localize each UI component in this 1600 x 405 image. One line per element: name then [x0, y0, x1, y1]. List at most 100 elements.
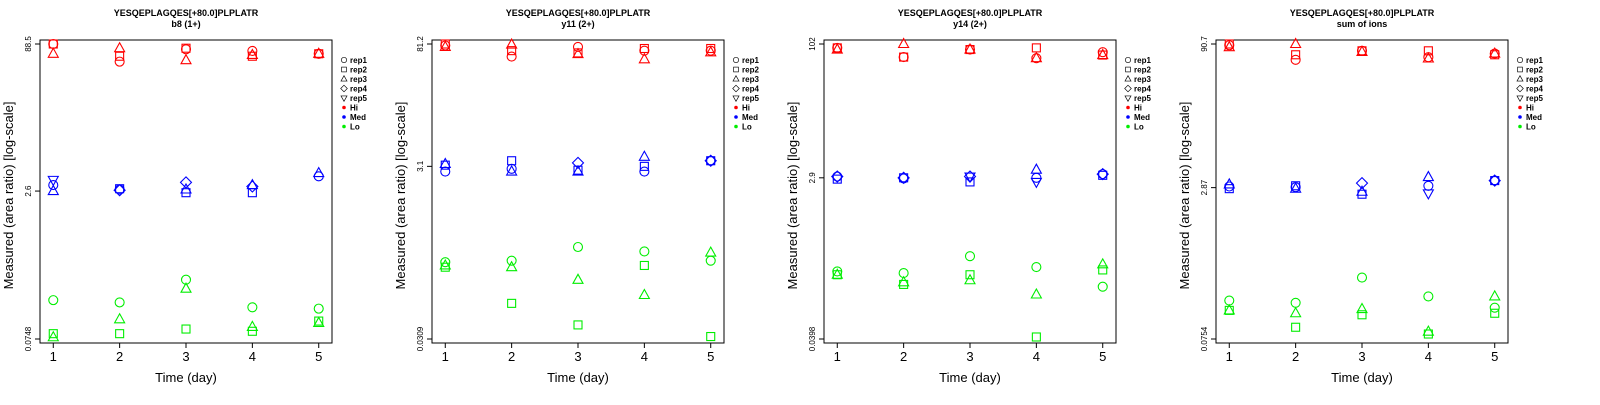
panel-title: YESQEPLAGQES[+80.0]PLPLATR — [1290, 8, 1435, 18]
data-point-hi — [1224, 39, 1234, 49]
legend-marker — [1516, 75, 1524, 82]
data-point-lo — [313, 303, 324, 314]
data-point-med — [899, 173, 909, 183]
legend-marker — [1517, 66, 1523, 73]
plot-frame — [39, 39, 333, 344]
data-point-med — [439, 157, 452, 169]
legend-marker — [1124, 84, 1132, 93]
data-point-med — [47, 184, 60, 196]
data-point-lo — [1356, 272, 1368, 283]
data-point-hi — [246, 48, 259, 60]
data-point-lo — [1423, 291, 1434, 302]
x-tick-label: 2 — [116, 349, 123, 364]
data-point-lo — [507, 298, 517, 308]
legend-label: Med — [742, 113, 758, 122]
legend-label: rep4 — [1134, 85, 1151, 94]
legend-marker — [1518, 105, 1522, 110]
y-tick-label: 2.6 — [24, 185, 33, 197]
legend-marker — [732, 84, 740, 93]
data-point-hi — [572, 41, 584, 53]
panel-title: YESQEPLAGQES[+80.0]PLPLATR — [898, 8, 1043, 18]
legend-marker — [1126, 115, 1130, 119]
data-point-hi — [439, 40, 452, 52]
panel-subtitle: y14 (2+) — [953, 19, 987, 29]
legend-label: Hi — [742, 104, 750, 113]
data-point-lo — [113, 312, 126, 324]
y-tick-label: 90.7 — [1200, 36, 1209, 52]
legend-label: rep5 — [350, 94, 367, 103]
legend-label: Lo — [1134, 123, 1144, 132]
legend-label: rep2 — [742, 66, 759, 75]
data-point-med — [830, 170, 844, 183]
legend-marker — [732, 56, 740, 64]
x-axis-label: Time (day) — [939, 370, 1001, 385]
data-point-hi — [506, 51, 517, 62]
data-point-med — [1224, 184, 1234, 194]
data-point-med — [113, 183, 126, 197]
legend-marker — [340, 56, 348, 64]
legend-label: rep5 — [1134, 94, 1151, 103]
data-point-med — [180, 182, 192, 194]
y-tick-label: 2.87 — [1200, 179, 1209, 195]
legend-marker — [1124, 75, 1132, 82]
data-point-lo — [1030, 287, 1043, 299]
x-tick-label: 5 — [1491, 349, 1498, 364]
data-point-lo — [964, 273, 976, 285]
legend-marker — [341, 66, 347, 73]
legend-marker — [734, 105, 738, 110]
legend-marker — [734, 115, 738, 119]
legend-label: Lo — [350, 123, 360, 132]
data-point-med — [1488, 174, 1502, 187]
x-tick-label: 4 — [1425, 349, 1432, 364]
data-point-med — [832, 171, 843, 182]
legend-label: rep1 — [742, 56, 759, 65]
data-point-hi — [897, 37, 910, 49]
data-point-lo — [639, 246, 650, 257]
x-tick-label: 3 — [966, 349, 973, 364]
legend-marker — [342, 115, 346, 119]
data-point-med — [1489, 175, 1500, 186]
data-point-lo — [964, 251, 976, 262]
data-point-lo — [1289, 306, 1302, 318]
data-point-lo — [247, 302, 258, 313]
data-point-lo — [638, 288, 651, 300]
legend-marker — [342, 105, 346, 110]
legend-marker — [734, 124, 738, 129]
data-point-hi — [114, 56, 125, 67]
data-point-hi — [638, 52, 651, 64]
y-tick-label: 0.0309 — [416, 326, 425, 351]
legend-marker — [340, 84, 348, 93]
data-point-hi — [505, 37, 518, 49]
data-point-lo — [965, 270, 975, 280]
panel-title: YESQEPLAGQES[+80.0]PLPLATR — [114, 8, 259, 18]
data-point-lo — [1097, 281, 1108, 292]
legend-label: rep4 — [350, 85, 367, 94]
data-point-lo — [572, 273, 584, 284]
data-point-lo — [1356, 302, 1368, 314]
y-axis-label: Measured (area ratio) [log-scale] — [1177, 102, 1192, 290]
plot-frame — [1215, 39, 1509, 344]
legend-label: rep2 — [350, 66, 367, 75]
data-point-med — [1289, 182, 1302, 193]
data-point-med — [179, 176, 193, 189]
legend-label: rep1 — [350, 56, 367, 65]
data-point-med — [639, 161, 649, 171]
data-point-lo — [1098, 265, 1108, 275]
data-point-lo — [181, 324, 191, 334]
legend-label: Hi — [350, 104, 358, 113]
data-point-hi — [706, 43, 716, 54]
plot-frame — [431, 39, 725, 344]
data-point-lo — [506, 255, 517, 266]
legend-marker — [340, 95, 348, 102]
data-point-med — [1223, 177, 1236, 189]
data-point-med — [48, 180, 59, 191]
legend-label: rep2 — [1134, 66, 1151, 75]
legend-marker — [1126, 105, 1130, 110]
data-point-lo — [114, 297, 125, 308]
y-tick-label: 3.1 — [416, 160, 425, 172]
data-point-med — [832, 174, 842, 184]
legend-label: Hi — [1526, 104, 1534, 113]
x-tick-label: 1 — [442, 349, 449, 364]
